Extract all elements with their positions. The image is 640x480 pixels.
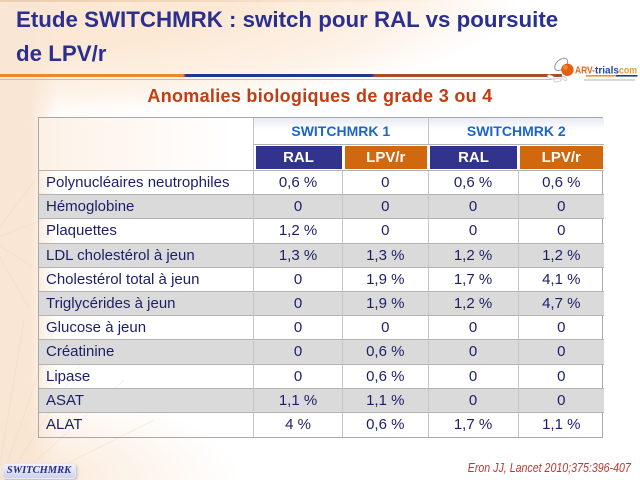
- svg-text:trials: trials: [595, 65, 619, 76]
- svg-text:ARV-: ARV-: [575, 65, 595, 76]
- svg-text:com: com: [619, 65, 637, 76]
